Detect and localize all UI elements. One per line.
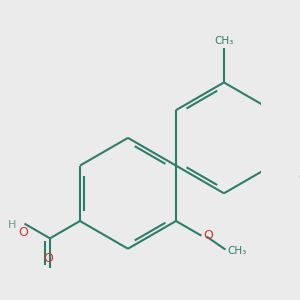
Text: O: O [18, 226, 28, 239]
Text: O: O [203, 229, 213, 242]
Text: O: O [43, 252, 53, 265]
Text: Cl: Cl [298, 171, 300, 184]
Text: CH₃: CH₃ [214, 36, 234, 46]
Text: H: H [8, 220, 16, 230]
Text: CH₃: CH₃ [227, 246, 246, 256]
